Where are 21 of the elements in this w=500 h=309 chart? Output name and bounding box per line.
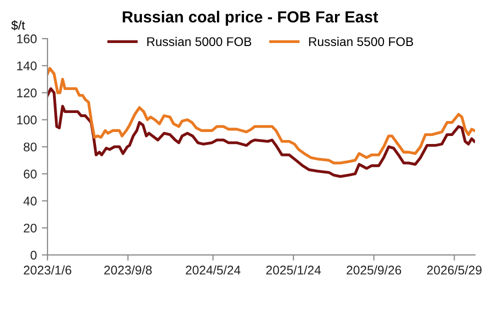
x-tick-label: 2025/9/26	[346, 265, 402, 275]
y-tick-label: 80	[24, 142, 37, 152]
y-axis-title: $/t	[11, 20, 25, 30]
x-tick-label: 2026/5/29	[427, 265, 482, 275]
y-tick-label: 60	[24, 170, 37, 178]
y-tick-label: 0	[30, 250, 37, 260]
line-series	[48, 66, 475, 164]
line-series	[48, 87, 475, 178]
y-tick-label: 160	[17, 34, 37, 44]
x-tick-label: 2023/1/6	[24, 265, 72, 275]
y-tick-label: 140	[17, 61, 37, 70]
y-tick-label: 120	[17, 88, 37, 98]
chart-title: Russian coal price - FOB Far East	[122, 10, 378, 26]
x-tick-label: 2023/9/8	[104, 265, 152, 275]
y-tick-label: 100	[17, 116, 37, 124]
y-tick-label: 40	[23, 196, 37, 206]
x-tick-label: 2024/5/24	[186, 265, 240, 275]
legend-label: Russian 5000 FOB	[147, 36, 252, 46]
legend-label: Russian 5500 FOB	[309, 36, 414, 46]
y-tick-label: 20	[24, 224, 37, 233]
x-tick-label: 2025/1/24	[266, 265, 321, 275]
